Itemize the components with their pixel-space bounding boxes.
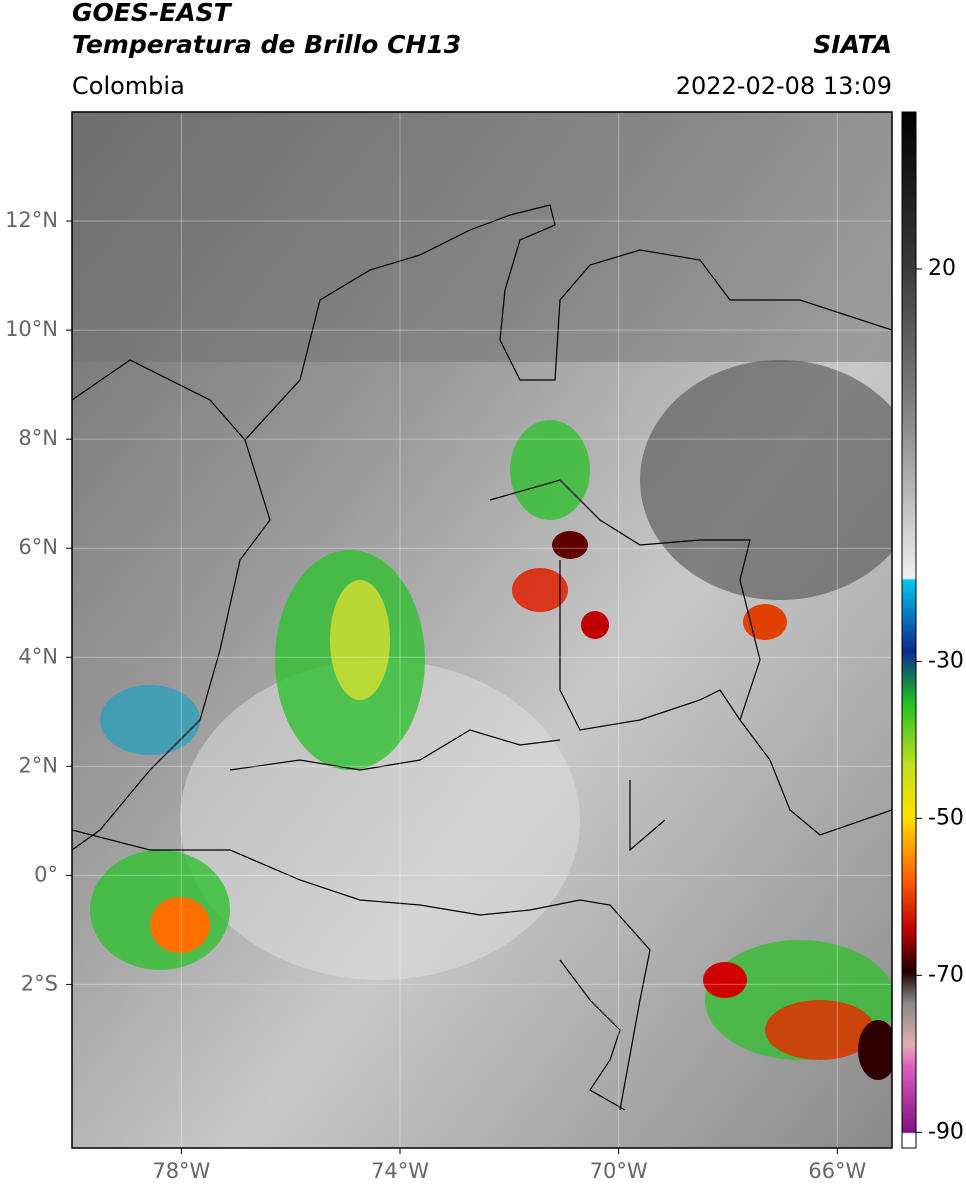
colorbar-tick-label: -50 [928,805,964,830]
colorbar-tick-label: -30 [928,648,964,673]
y-tick-label: 10°N [5,317,58,341]
y-tick-label: 4°N [18,644,58,668]
subtitle: Temperatura de Brillo CH13 [72,30,461,59]
y-tick-label: 8°N [18,426,58,450]
source: SIATA [813,30,892,59]
colorbar-tick-label: 20 [928,256,956,281]
title: GOES-EAST [72,0,233,27]
map-image [72,112,892,1148]
map-frame [71,111,893,1149]
x-tick-label: 74°W [371,1159,429,1183]
colorbar-tick-label: -70 [928,962,964,987]
colorbar [901,111,917,1149]
region: Colombia [72,72,185,100]
y-tick-label: 12°N [5,208,58,232]
colorbar-tick-label: -90 [928,1119,964,1144]
y-tick-label: 2°N [18,753,58,777]
x-tick-label: 78°W [152,1159,210,1183]
x-tick-label: 70°W [590,1159,648,1183]
y-tick-label: 6°N [18,535,58,559]
x-tick-label: 66°W [808,1159,866,1183]
y-tick-label: 2°S [21,971,58,995]
y-tick-label: 0° [34,862,58,886]
timestamp: 2022-02-08 13:09 [676,72,892,100]
